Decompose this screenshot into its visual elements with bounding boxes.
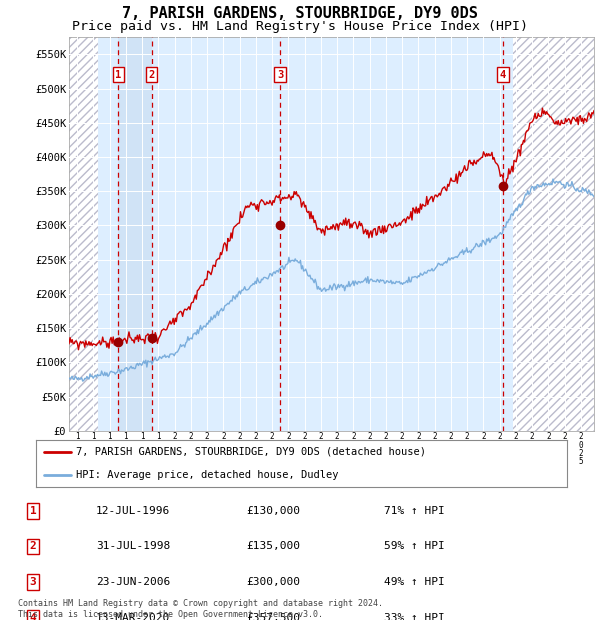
- Text: 1: 1: [29, 506, 37, 516]
- Text: 59% ↑ HPI: 59% ↑ HPI: [384, 541, 445, 551]
- Bar: [118, 37, 152, 431]
- Text: 4: 4: [29, 613, 37, 620]
- Text: 3: 3: [29, 577, 37, 587]
- Text: £135,000: £135,000: [246, 541, 300, 551]
- Text: 71% ↑ HPI: 71% ↑ HPI: [384, 506, 445, 516]
- Text: 2: 2: [29, 541, 37, 551]
- Text: 31-JUL-1998: 31-JUL-1998: [96, 541, 170, 551]
- Text: 1: 1: [115, 69, 122, 79]
- Text: 13-MAR-2020: 13-MAR-2020: [96, 613, 170, 620]
- Text: 7, PARISH GARDENS, STOURBRIDGE, DY9 0DS: 7, PARISH GARDENS, STOURBRIDGE, DY9 0DS: [122, 6, 478, 21]
- Text: Price paid vs. HM Land Registry's House Price Index (HPI): Price paid vs. HM Land Registry's House …: [72, 20, 528, 33]
- Bar: [513, 37, 594, 431]
- Text: £300,000: £300,000: [246, 577, 300, 587]
- Bar: [69, 37, 98, 431]
- Text: 23-JUN-2006: 23-JUN-2006: [96, 577, 170, 587]
- Text: £130,000: £130,000: [246, 506, 300, 516]
- Text: 7, PARISH GARDENS, STOURBRIDGE, DY9 0DS (detached house): 7, PARISH GARDENS, STOURBRIDGE, DY9 0DS …: [76, 447, 426, 457]
- Bar: [513, 37, 594, 431]
- Bar: [69, 37, 98, 431]
- Text: Contains HM Land Registry data © Crown copyright and database right 2024.
This d: Contains HM Land Registry data © Crown c…: [18, 600, 383, 619]
- Text: 2: 2: [148, 69, 155, 79]
- Text: 12-JUL-1996: 12-JUL-1996: [96, 506, 170, 516]
- Text: 33% ↑ HPI: 33% ↑ HPI: [384, 613, 445, 620]
- Text: HPI: Average price, detached house, Dudley: HPI: Average price, detached house, Dudl…: [76, 470, 338, 480]
- Text: 49% ↑ HPI: 49% ↑ HPI: [384, 577, 445, 587]
- Text: 3: 3: [277, 69, 283, 79]
- Text: 4: 4: [500, 69, 506, 79]
- Text: £357,500: £357,500: [246, 613, 300, 620]
